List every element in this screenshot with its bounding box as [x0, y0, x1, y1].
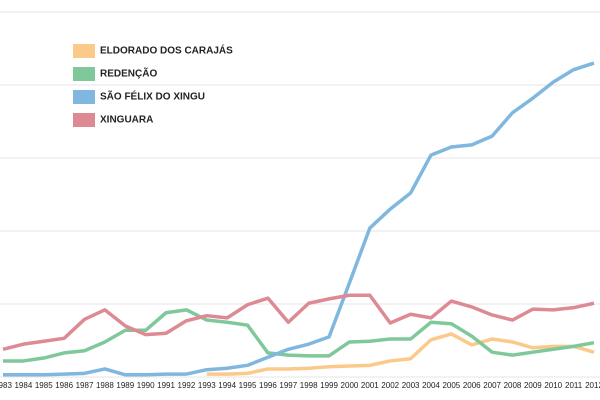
x-tick-label: 2002 [381, 381, 399, 390]
legend-label: SÃO FÉLIX DO XINGU [100, 90, 205, 103]
legend-label: XINGUARA [100, 115, 153, 126]
series-line [3, 308, 595, 363]
x-tick-label: 1988 [96, 381, 114, 390]
x-tick-label: 2001 [361, 381, 379, 390]
x-tick-label: 2010 [544, 381, 562, 390]
x-tick-label: 1989 [116, 381, 134, 390]
x-tick-label: 1990 [137, 381, 155, 390]
x-tick-label: 2012 [585, 381, 600, 390]
x-tick-label: 1992 [178, 381, 196, 390]
x-tick-label: 2007 [483, 381, 501, 390]
legend-label: REDENÇÃO [100, 67, 157, 80]
series-line [206, 332, 595, 376]
x-tick-label: 1985 [35, 381, 53, 390]
x-tick-label: 1994 [218, 381, 236, 390]
x-tick-label: 1986 [55, 381, 73, 390]
x-tick-label: 1993 [198, 381, 216, 390]
x-tick-label: 2005 [442, 381, 460, 390]
legend-swatch [73, 44, 95, 58]
x-tick-label: 1995 [239, 381, 257, 390]
series-line [2, 293, 595, 351]
x-tick-label: 1997 [279, 381, 297, 390]
x-tick-label: 1996 [259, 381, 277, 390]
x-tick-label: 2006 [463, 381, 481, 390]
x-tick-label: 2011 [565, 381, 583, 390]
x-tick-label: 1999 [320, 381, 338, 390]
x-tick-label: 1984 [14, 381, 32, 390]
legend-swatch [73, 90, 95, 104]
x-tick-label: 2000 [341, 381, 359, 390]
x-tick-label: 1987 [76, 381, 94, 390]
x-tick-label: 1983 [0, 381, 12, 390]
x-tick-label: 2004 [422, 381, 440, 390]
legend-label: ELDORADO DOS CARAJÁS [100, 44, 233, 57]
x-tick-label: 1991 [157, 381, 175, 390]
legend-swatch [73, 113, 95, 127]
x-tick-label: 1998 [300, 381, 318, 390]
x-tick-label: 2009 [524, 381, 542, 390]
x-tick-label: 2008 [504, 381, 522, 390]
x-tick-label: 2003 [402, 381, 420, 390]
legend-swatch [73, 67, 95, 81]
series-line [3, 61, 595, 377]
